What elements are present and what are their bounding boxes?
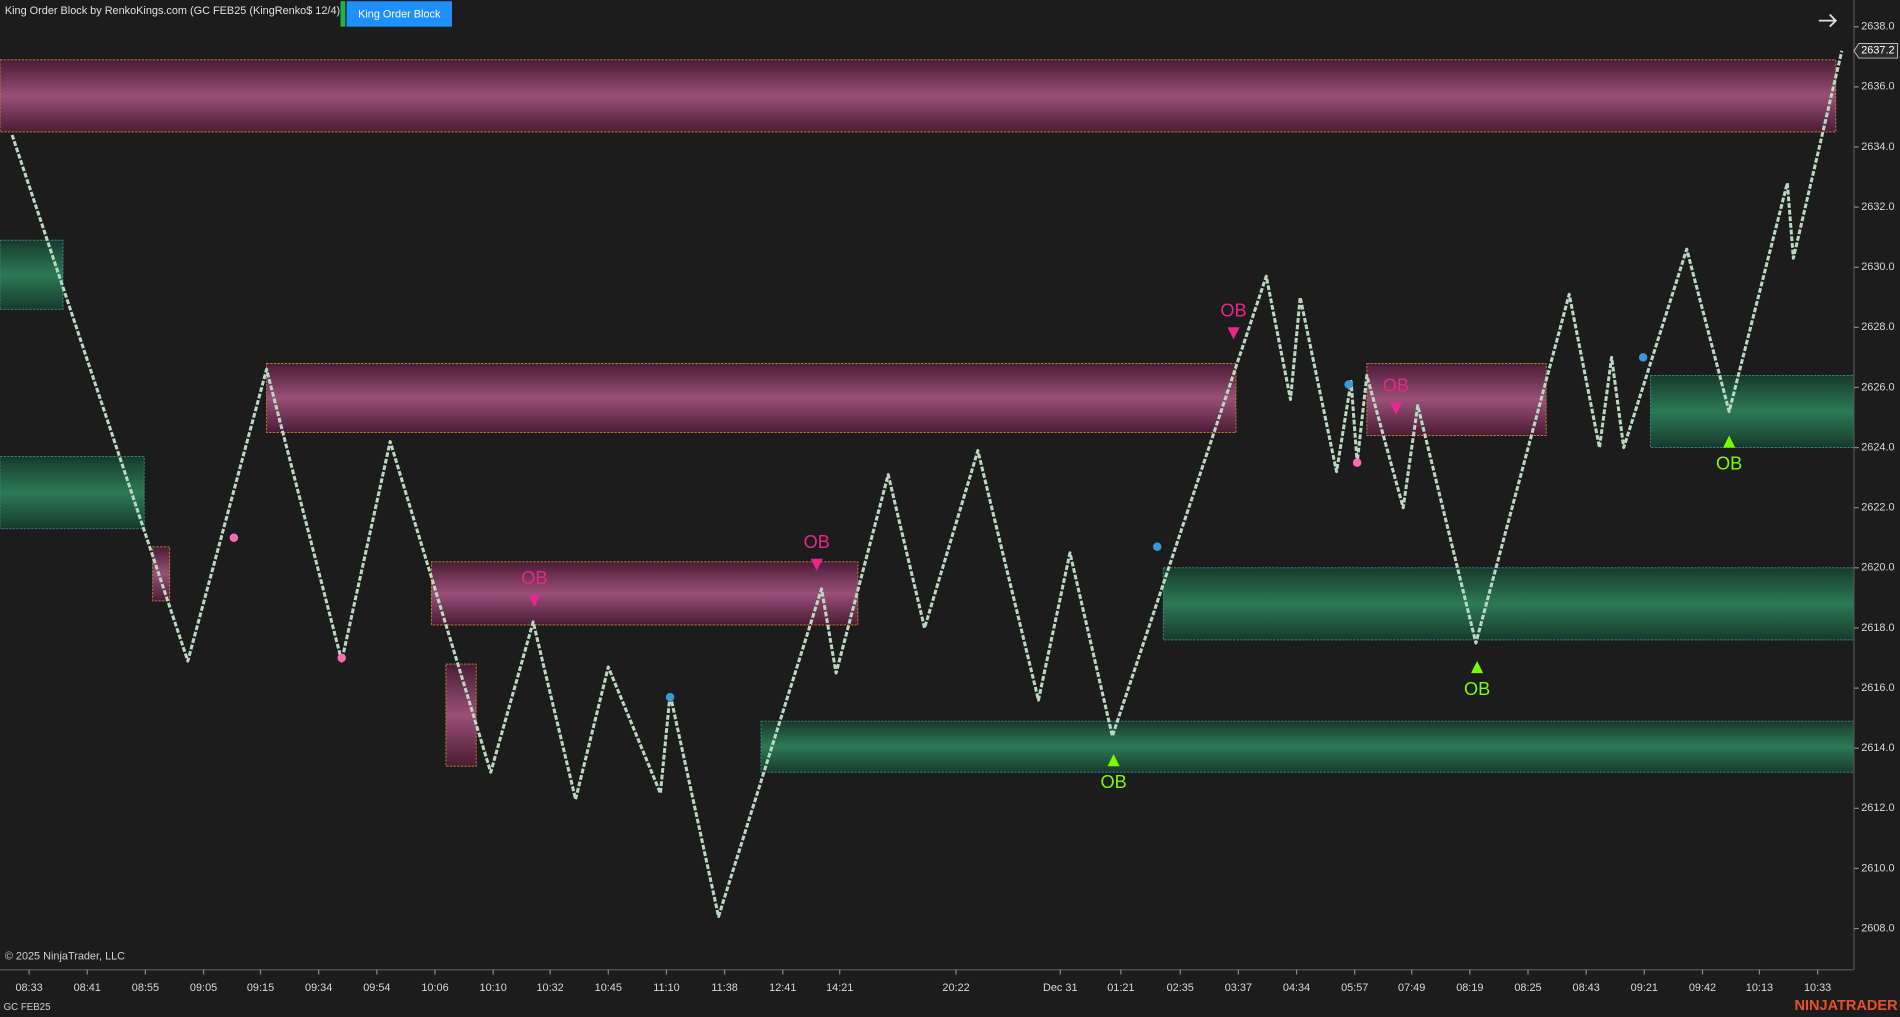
x-tick-label: 08:55 (132, 982, 159, 994)
price-line (10, 50, 1844, 919)
y-tick-label: 2630.0 (1861, 261, 1894, 273)
y-tick-label: 2614.0 (1861, 742, 1894, 754)
bullish-signal-label: OB (1716, 453, 1742, 473)
bearish-signal (528, 594, 541, 607)
x-tick-label: 09:42 (1689, 982, 1716, 994)
x-tick-label: 09:54 (363, 982, 390, 994)
bearish-signal (810, 558, 823, 571)
x-tick-label: 11:10 (653, 982, 679, 994)
x-tick-label: 05:57 (1341, 982, 1368, 994)
bearish-signal (1389, 402, 1402, 415)
bullish-signal (1723, 435, 1736, 448)
y-tick-label: 2632.0 (1861, 201, 1894, 213)
bearish-zone (152, 546, 171, 602)
button-accent (340, 1, 346, 27)
x-tick-label: 09:05 (190, 982, 217, 994)
x-tick-label: 09:34 (305, 982, 332, 994)
bullish-zone (0, 239, 64, 310)
y-tick-label: 2620.0 (1861, 562, 1894, 574)
last-price-tag (1853, 43, 1899, 59)
bullish-signal-label: OB (1100, 772, 1126, 792)
bearish-signal-label: OB (521, 568, 547, 588)
y-tick-label: 2634.0 (1861, 141, 1894, 153)
bullish-signal (1107, 754, 1120, 767)
x-tick-label: 02:35 (1167, 982, 1194, 994)
last-price-label: 2637.2 (1861, 45, 1894, 57)
x-tick-label: 09:15 (247, 982, 274, 994)
x-tick-label: 11:38 (711, 982, 737, 994)
y-tick-label: 2608.0 (1861, 922, 1894, 934)
y-tick-label: 2618.0 (1861, 622, 1894, 634)
swing-point (1152, 542, 1162, 552)
x-tick-label: 10:10 (480, 982, 507, 994)
y-tick-label: 2622.0 (1861, 502, 1894, 514)
x-tick-label: 08:33 (15, 982, 42, 994)
x-tick-label: 08:25 (1514, 982, 1541, 994)
x-tick-label: 07:49 (1398, 982, 1425, 994)
bearish-signal-label: OB (804, 532, 830, 552)
brand: NINJATRADER (1795, 998, 1899, 1014)
swing-point (229, 533, 239, 543)
bullish-zone (760, 720, 1855, 773)
zones (0, 59, 1855, 773)
x-tick-label: 12:41 (769, 982, 796, 994)
x-tick-label: 20:22 (942, 982, 969, 994)
x-tick-label: 08:19 (1456, 982, 1483, 994)
x-tick-label: 01:21 (1107, 982, 1134, 994)
bullish-zone (1162, 567, 1855, 641)
bearish-zone (0, 59, 1837, 133)
x-tick-label: 10:45 (595, 982, 622, 994)
bearish-zone (266, 362, 1237, 433)
copyright: © 2025 NinjaTrader, LLC (5, 950, 125, 962)
bullish-zone (0, 456, 145, 530)
instrument: GC FEB25 (4, 1002, 51, 1013)
x-tick-label: 08:41 (74, 982, 101, 994)
swing-point (1638, 353, 1648, 362)
bearish-zone (445, 663, 477, 767)
swing-point (665, 692, 675, 702)
bullish-signal (1471, 660, 1484, 674)
swing-point (337, 653, 346, 663)
bearish-zone (430, 561, 859, 626)
y-tick-label: 2616.0 (1861, 682, 1894, 694)
y-tick-label: 2610.0 (1861, 862, 1894, 874)
y-tick-label: 2612.0 (1861, 802, 1894, 814)
swing-point (1344, 380, 1353, 389)
swing-point (1352, 458, 1362, 467)
x-tick-label: 10:13 (1746, 982, 1773, 994)
indicator-button-label[interactable]: King Order Block (358, 8, 441, 20)
x-tick-label: 09:21 (1631, 982, 1658, 994)
x-tick-label: Dec 31 (1043, 982, 1078, 994)
indicator-button[interactable] (346, 1, 452, 27)
axes: 2608.0 2610.0 2612.0 2614.0 2616.0 2618.0 2620… (15, 21, 1899, 994)
y-tick-label: 2628.0 (1861, 321, 1894, 333)
bearish-signal-label: OB (1220, 300, 1246, 320)
y-tick-label: 2624.0 (1861, 441, 1894, 453)
plot: OB OB OB OB OB OB OB (10, 50, 1844, 919)
x-tick-label: 08:43 (1573, 982, 1600, 994)
header-title: King Order Block by RenkoKings.com (GC F… (5, 5, 344, 17)
x-tick-label: 10:32 (536, 982, 563, 994)
bearish-signal-label: OB (1383, 375, 1409, 395)
x-tick-label: 04:34 (1283, 982, 1310, 994)
y-tick-label: 2636.0 (1861, 81, 1894, 93)
arrow-icon[interactable] (1818, 13, 1838, 28)
y-tick-label: 2638.0 (1861, 21, 1894, 33)
bearish-signal (1227, 327, 1240, 340)
x-tick-label: 10:06 (421, 982, 448, 994)
bullish-signal-label: OB (1464, 679, 1490, 699)
x-tick-label: 10:33 (1804, 982, 1831, 994)
y-tick-label: 2626.0 (1861, 381, 1894, 393)
bullish-zone (1649, 375, 1855, 449)
bearish-zone (1366, 362, 1547, 436)
x-tick-label: 03:37 (1225, 982, 1252, 994)
x-tick-label: 14:21 (826, 982, 853, 994)
